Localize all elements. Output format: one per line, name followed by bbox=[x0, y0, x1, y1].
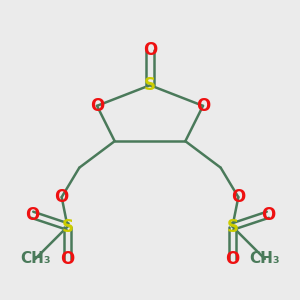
Text: O: O bbox=[261, 206, 275, 224]
Text: O: O bbox=[55, 188, 69, 206]
Text: CH₃: CH₃ bbox=[250, 251, 280, 266]
Text: O: O bbox=[143, 41, 157, 59]
Text: O: O bbox=[231, 188, 245, 206]
Text: S: S bbox=[144, 76, 156, 94]
Text: O: O bbox=[225, 250, 240, 268]
Text: CH₃: CH₃ bbox=[20, 251, 50, 266]
Text: O: O bbox=[25, 206, 39, 224]
Text: O: O bbox=[60, 250, 75, 268]
Text: O: O bbox=[90, 97, 104, 115]
Text: S: S bbox=[61, 218, 74, 236]
Text: O: O bbox=[196, 97, 210, 115]
Text: S: S bbox=[226, 218, 238, 236]
